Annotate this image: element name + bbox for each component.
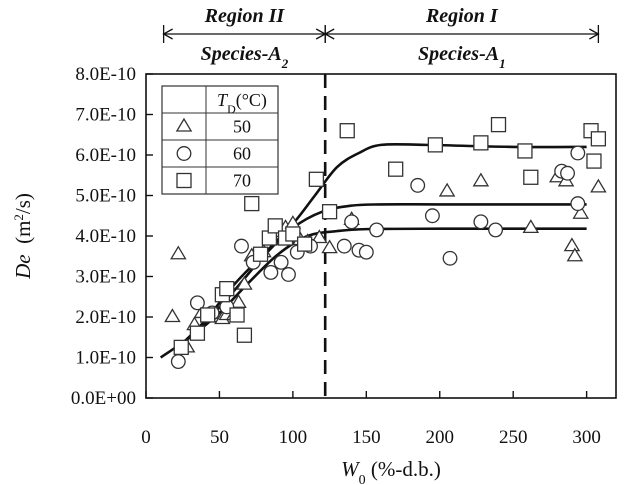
data-point-50 [566,247,584,262]
y-axis-label: De (m2/s) [11,193,36,280]
legend-marker-70 [176,172,192,189]
y-tick-label: 3.0E-10 [75,267,136,288]
data-point-60 [189,295,205,311]
data-point-50 [321,239,338,254]
data-point-70 [321,204,338,220]
region-header: Region II Species-A2 Region I Species-A1 [162,5,600,71]
y-tick-label: 0.0E+00 [71,388,136,409]
data-point-50 [164,308,181,323]
x-axis: 0 50 100 150 200 250 300 [141,391,601,448]
data-point-70 [590,131,607,147]
data-point-70 [427,137,443,153]
x-tick-label: 200 [426,427,455,448]
data-point-50 [170,245,187,260]
legend-marker-60 [176,146,192,161]
data-point-70 [473,135,489,151]
data-point-70 [189,325,206,341]
data-point-50 [311,229,328,244]
y-tick-label: 6.0E-10 [75,145,136,166]
data-point-50 [563,237,581,252]
data-point-60 [424,208,440,224]
x-tick-label: 300 [572,427,601,448]
data-point-60 [281,267,296,282]
data-points [164,116,607,370]
y-tick-label: 5.0E-10 [75,186,136,207]
legend-label: 60 [233,144,251,164]
data-point-50 [472,172,490,187]
y-tick-label: 2.0E-10 [75,307,136,328]
data-point-60 [570,196,586,212]
data-point-70 [517,143,533,159]
data-point-70 [339,123,355,139]
y-tick-label: 7.0E-10 [75,105,136,126]
data-point-60 [336,238,352,254]
legend: TD(°C)50 60 70 [161,85,279,195]
x-tick-label: 250 [499,427,528,448]
region-title: Region II [204,5,286,27]
legend-header: TD(°C) [217,90,267,116]
data-point-50 [438,182,456,197]
y-tick-label: 8.0E-10 [75,64,136,85]
data-point-60 [263,265,279,280]
data-point-70 [388,161,404,177]
region-title: Region I [425,5,499,27]
y-axis: 0.0E+00 1.0E-10 2.0E-10 3.0E-10 4.0E-10 5.0E-… [71,64,153,409]
data-point-60 [344,214,360,230]
data-point-70 [267,218,283,234]
data-point-70 [229,307,245,323]
data-point-50 [236,275,253,290]
legend-label: 70 [233,171,251,191]
region-species: Species-A2 [201,43,289,71]
data-point-60 [170,354,186,370]
data-point-60 [442,250,458,266]
data-point-70 [236,327,253,343]
legend-label: 50 [233,117,251,137]
x-tick-label: 50 [210,427,229,448]
y-tick-label: 4.0E-10 [75,226,136,247]
x-axis-label: W0 (%-d.b.) [341,457,441,485]
data-point-60 [570,145,586,161]
data-point-70 [490,116,507,133]
data-point-60 [358,244,374,260]
x-tick-label: 100 [279,427,308,448]
data-point-60 [410,177,426,193]
data-point-70 [586,153,602,169]
data-point-60 [560,165,575,181]
y-tick-label: 1.0E-10 [75,348,136,369]
data-point-70 [523,169,539,185]
data-point-70 [285,226,301,242]
data-point-70 [308,171,325,187]
x-tick-label: 0 [141,427,151,448]
data-point-70 [252,246,269,262]
data-point-50 [590,178,607,193]
data-point-60 [473,214,489,230]
data-point-70 [296,236,313,252]
data-point-70 [173,339,189,356]
data-point-70 [244,195,260,212]
data-point-60 [273,254,289,270]
x-tick-label: 150 [352,427,381,448]
data-point-50 [522,219,540,234]
data-point-70 [200,307,216,323]
data-point-50 [572,204,590,219]
region-species: Species-A1 [418,43,506,71]
data-point-60 [234,238,249,254]
data-point-70 [219,280,235,297]
data-point-60 [488,222,504,238]
data-point-60 [369,222,385,238]
legend-marker-50 [175,117,193,132]
